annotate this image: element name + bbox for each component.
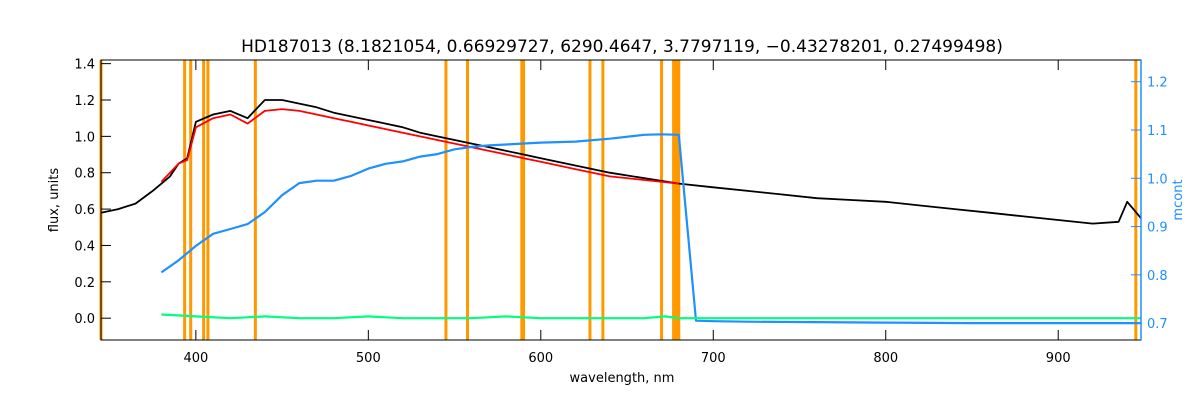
y-tick-label-0: 0.0 [74, 312, 95, 327]
y2-tick-label-4: 1.1 [1147, 124, 1168, 139]
series-model [160, 108, 679, 185]
series-continuum [160, 133, 1141, 325]
y-axis-right: 0.7 0.8 0.9 1.0 1.1 1.2 [1131, 60, 1168, 340]
plot-frame [100, 59, 1142, 341]
series-residual [161, 313, 1141, 320]
y-axis-left: 0.0 0.2 0.4 0.6 0.8 1.0 1.2 1.4 [74, 58, 111, 327]
x-tick-label-400: 400 [183, 351, 208, 366]
y-tick-label-6: 1.2 [74, 94, 95, 109]
y-axis-label: flux, units [47, 168, 62, 233]
y2-tick-label-0: 0.7 [1147, 317, 1168, 332]
y2-axis-label: mcont [1171, 179, 1186, 220]
y2-tick-label-1: 0.8 [1147, 269, 1168, 284]
y-tick-label-5: 1.0 [74, 130, 95, 145]
y-tick-label-7: 1.4 [74, 58, 95, 73]
y-tick-label-1: 0.2 [74, 276, 95, 291]
x-tick-label-800: 800 [873, 351, 898, 366]
y-tick-label-3: 0.6 [74, 203, 95, 218]
y-tick-label-4: 0.8 [74, 167, 95, 182]
y2-tick-label-3: 1.0 [1147, 172, 1168, 187]
masked-lines [99, 60, 1138, 340]
y2-tick-label-5: 1.2 [1147, 76, 1168, 91]
series-layer [100, 99, 1142, 325]
x-tick-label-700: 700 [701, 351, 726, 366]
x-tick-label-900: 900 [1046, 351, 1071, 366]
y2-tick-label-2: 0.9 [1147, 221, 1168, 236]
y-tick-label-2: 0.4 [74, 239, 95, 254]
x-axis-label: wavelength, nm [570, 371, 675, 386]
chart-title: HD187013 (8.1821054, 0.66929727, 6290.46… [241, 37, 1003, 57]
series-observed [100, 99, 1142, 225]
x-tick-label-500: 500 [356, 351, 381, 366]
x-tick-label-600: 600 [528, 351, 553, 366]
x-axis: 400 500 600 700 800 900 [183, 60, 1071, 366]
